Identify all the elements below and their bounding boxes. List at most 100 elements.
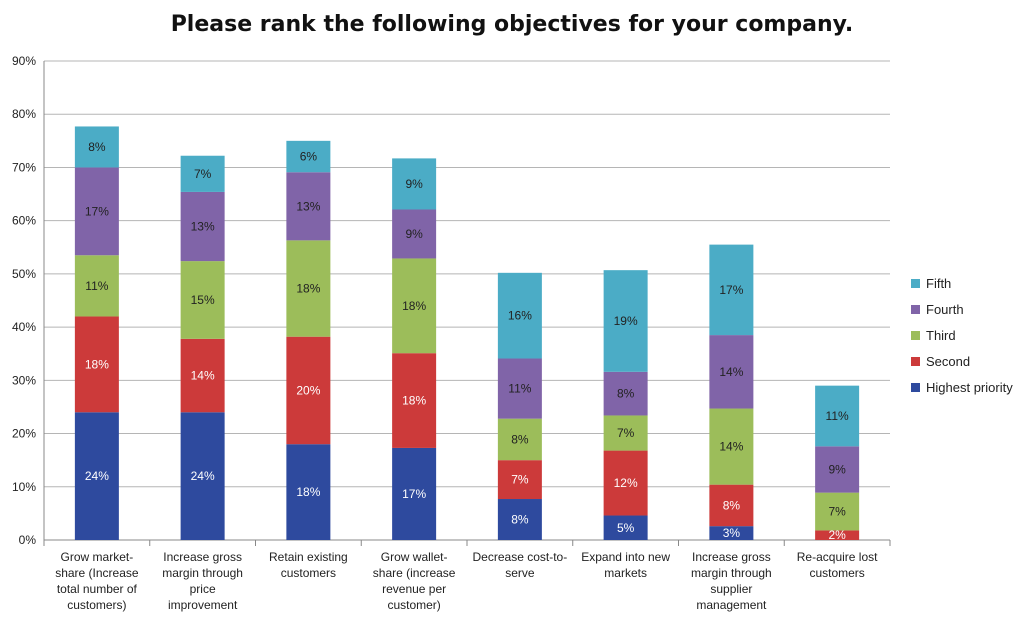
x-tick-label: Increase gross	[692, 550, 771, 564]
legend-swatch	[911, 383, 920, 392]
x-tick-label: revenue per	[382, 582, 446, 596]
bar-segment	[392, 209, 437, 259]
x-tick-label: customers	[281, 566, 336, 580]
data-label: 8%	[617, 387, 635, 401]
x-tick-label: margin through	[691, 566, 772, 580]
data-label: 7%	[511, 473, 529, 487]
y-tick-label: 40%	[12, 320, 36, 334]
legend-label: Third	[926, 328, 956, 343]
bar-segment	[392, 258, 437, 354]
data-label: 14%	[719, 440, 743, 454]
bar-segment	[603, 450, 648, 516]
data-label: 20%	[296, 383, 320, 397]
bar-segment	[74, 255, 119, 317]
bar-segment	[497, 272, 542, 359]
bar-segment	[74, 316, 119, 413]
y-tick-label: 50%	[12, 267, 36, 281]
data-label: 18%	[85, 357, 109, 371]
x-tick-label: Decrease cost-to-	[473, 550, 568, 564]
bar-segment	[392, 447, 437, 540]
data-label: 8%	[511, 513, 529, 527]
data-label: 7%	[617, 426, 635, 440]
y-tick-label: 80%	[12, 107, 36, 121]
x-tick-label: Grow wallet-	[381, 550, 448, 564]
bar-segment	[709, 408, 754, 485]
bar-segment	[180, 261, 225, 339]
x-tick-label: total number of	[57, 582, 138, 596]
y-tick-label: 70%	[12, 160, 36, 174]
bar-segment	[286, 336, 331, 445]
data-label: 15%	[191, 293, 215, 307]
bar-segment	[180, 155, 225, 192]
legend-label: Highest priority	[926, 380, 1013, 395]
data-label: 8%	[511, 432, 529, 446]
y-tick-label: 20%	[12, 427, 36, 441]
data-label: 7%	[194, 167, 212, 181]
bar-segment	[603, 515, 648, 540]
bar-segment	[74, 167, 119, 256]
bar-segment	[709, 484, 754, 527]
bar-segment	[709, 335, 754, 409]
x-tick-label: supplier	[710, 582, 752, 596]
data-label: 18%	[296, 282, 320, 296]
data-label: 11%	[508, 382, 531, 396]
x-tick-label: Re-acquire lost	[797, 550, 878, 564]
data-label: 9%	[405, 227, 423, 241]
bar-segment	[180, 338, 225, 413]
bar-segment	[815, 385, 860, 447]
data-label: 13%	[296, 199, 320, 213]
bar-segment	[74, 126, 119, 168]
x-tick-label: management	[696, 598, 767, 612]
bar-segment	[286, 140, 331, 173]
bar-segment	[709, 526, 754, 540]
bar-segment	[180, 412, 225, 540]
y-tick-label: 90%	[12, 54, 36, 68]
legend-label: Second	[926, 354, 970, 369]
data-label: 17%	[402, 487, 426, 501]
bar-segment	[392, 158, 437, 210]
data-label: 17%	[85, 204, 109, 218]
y-tick-label: 60%	[12, 214, 36, 228]
data-label: 9%	[405, 177, 423, 191]
bar-segment	[286, 240, 331, 337]
legend-swatch	[911, 331, 920, 340]
y-tick-label: 10%	[12, 480, 36, 494]
bar-segment	[286, 444, 331, 540]
legend-label: Fourth	[926, 302, 964, 317]
data-label: 12%	[614, 476, 638, 490]
data-label: 16%	[508, 309, 532, 323]
bar-segment	[286, 172, 331, 241]
x-tick-label: customers	[809, 566, 864, 580]
data-label: 17%	[719, 283, 743, 297]
bar-segment	[392, 353, 437, 448]
data-label: 18%	[402, 299, 426, 313]
legend-swatch	[911, 279, 920, 288]
x-tick-label: Increase gross	[163, 550, 242, 564]
data-label: 18%	[402, 394, 426, 408]
x-tick-label: share (Increase	[55, 566, 139, 580]
data-label: 13%	[191, 220, 215, 234]
bar-segment	[815, 530, 860, 540]
legend-swatch	[911, 357, 920, 366]
data-label: 11%	[85, 279, 108, 293]
data-label: 9%	[828, 462, 846, 476]
data-label: 24%	[191, 469, 215, 483]
bar-segment	[497, 460, 542, 500]
x-tick-label: markets	[604, 566, 647, 580]
data-label: 14%	[719, 365, 743, 379]
x-tick-label: improvement	[168, 598, 238, 612]
bar-segment	[709, 244, 754, 336]
data-label: 2%	[828, 528, 846, 542]
bar-segment	[815, 492, 860, 531]
bar-segment	[497, 358, 542, 419]
chart-title: Please rank the following objectives for…	[170, 12, 854, 37]
bar-segment	[603, 270, 648, 372]
data-label: 18%	[296, 485, 320, 499]
x-tick-label: Retain existing	[269, 550, 348, 564]
data-label: 8%	[88, 140, 106, 154]
y-tick-label: 30%	[12, 373, 36, 387]
bar-segment	[180, 191, 225, 262]
data-label: 8%	[723, 498, 741, 512]
bar-segment	[603, 371, 648, 416]
